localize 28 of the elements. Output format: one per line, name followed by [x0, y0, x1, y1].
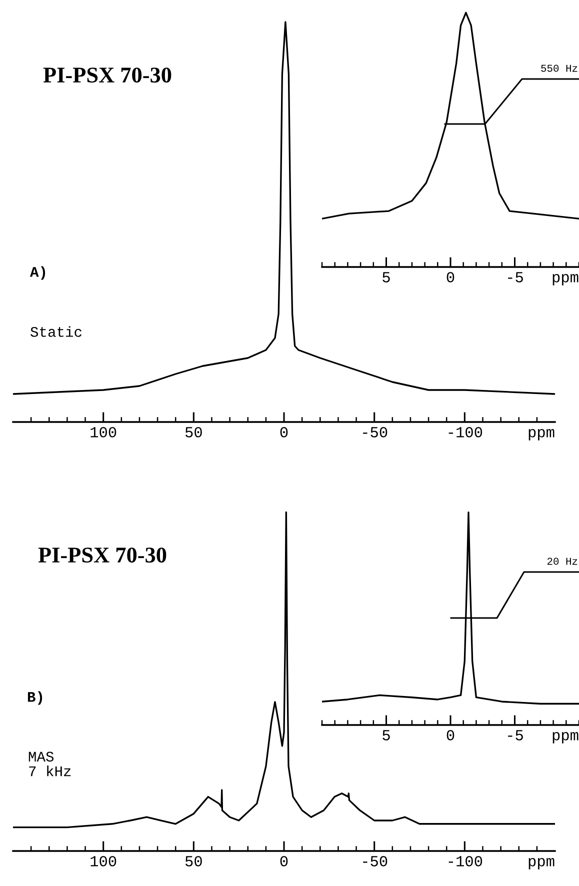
x-tick-label: 0: [280, 427, 288, 438]
x-axis-title: ppm: [528, 429, 554, 440]
x-tick-label: -50: [363, 856, 388, 866]
x-tick-label: -5: [508, 730, 523, 740]
x-axis-title: ppm: [552, 274, 578, 286]
x-tick-label: 100: [90, 427, 116, 438]
text: PI-PSX 70-30: [38, 548, 166, 563]
annotation: Static: [30, 326, 82, 337]
annotation: 20 Hz: [547, 558, 578, 565]
annotation: 550 Hz: [541, 64, 578, 72]
x-tick-label: 5: [382, 730, 390, 740]
x-tick-label: -100: [448, 856, 482, 866]
x-tick-label: 0: [446, 272, 454, 282]
annotation: B): [28, 691, 42, 705]
x-tick-label: 0: [280, 856, 288, 866]
x-tick-label: -100: [448, 427, 482, 438]
x-tick-label: 5: [382, 272, 390, 282]
x-tick-label: 50: [185, 856, 202, 866]
x-tick-label: 50: [185, 427, 202, 438]
text: PI-PSX 70-30: [43, 68, 172, 83]
x-axis-title: ppm: [528, 858, 554, 870]
x-tick-label: -5: [508, 272, 523, 282]
x-axis-title: ppm: [552, 732, 578, 744]
x-tick-label: -50: [363, 427, 388, 438]
annotation: MAS 7 kHz: [28, 752, 71, 776]
x-tick-label: 100: [90, 856, 116, 866]
annotation: A): [30, 266, 46, 280]
x-tick-label: 0: [446, 730, 454, 740]
